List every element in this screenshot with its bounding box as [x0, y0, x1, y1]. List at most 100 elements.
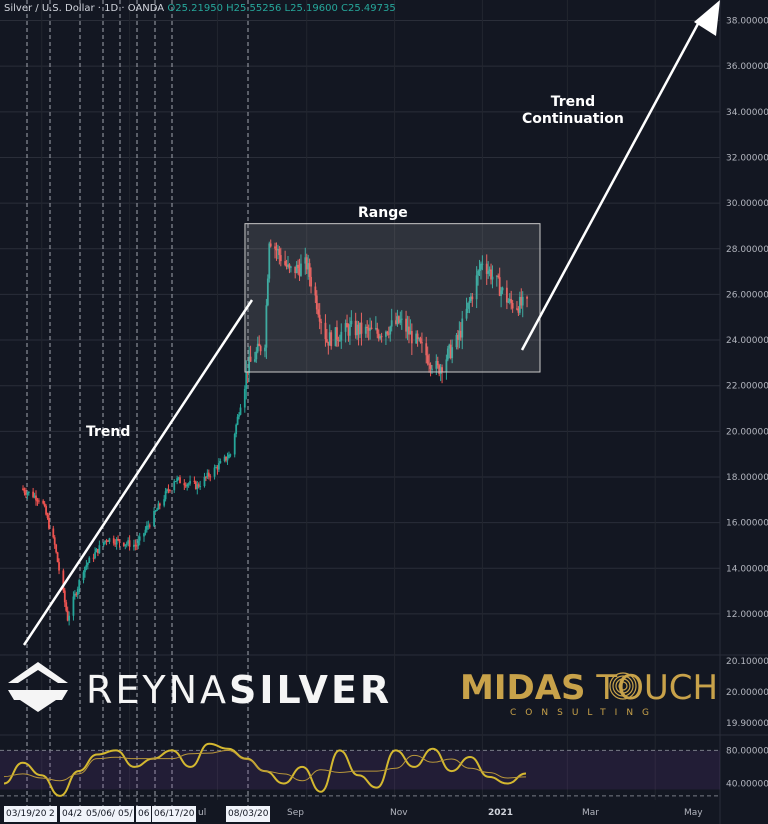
- date-box-5: 06: [136, 806, 152, 822]
- candle-body-197: [418, 338, 420, 340]
- candle-body-129: [279, 255, 282, 262]
- crown-point: [20, 700, 56, 712]
- candle-body-235: [495, 275, 498, 277]
- candle-body-25: [72, 596, 75, 616]
- candle-body-104: [229, 454, 232, 456]
- candle-body-188: [399, 319, 402, 323]
- candle-body-237: [498, 277, 501, 296]
- candle-body-165: [354, 320, 357, 336]
- candle-body-211: [446, 348, 449, 360]
- month-label-1: Nov: [390, 808, 408, 818]
- trend-continuation-label: Trend Continuation: [522, 94, 624, 128]
- candle-body-57: [135, 545, 138, 547]
- candle-body-138: [298, 268, 301, 276]
- candle-body-14: [48, 517, 50, 529]
- osc-tick-0: 80.00000: [726, 746, 768, 756]
- candle-body-248: [520, 296, 523, 306]
- candle-body-63: [147, 525, 150, 527]
- candle-body-2: [25, 492, 27, 495]
- candle-body-244: [511, 302, 514, 309]
- candle-body-118: [258, 343, 261, 347]
- date-box-6: 06/17/20: [152, 806, 197, 822]
- candles: [22, 239, 528, 626]
- candle-body-221: [467, 302, 469, 309]
- candle-body-125: [274, 246, 276, 249]
- candle-body-205: [435, 360, 438, 369]
- candle-body-37: [95, 548, 98, 553]
- candle-body-175: [374, 328, 377, 330]
- candle-body-124: [269, 243, 272, 247]
- price-tick-3: 18.00000: [726, 473, 768, 483]
- candle-body-32: [85, 564, 88, 567]
- candle-body-243: [510, 298, 513, 303]
- candle-body-136: [295, 264, 298, 274]
- date-box-1: 2: [47, 806, 57, 822]
- price-tick-11: 34.00000: [726, 108, 768, 118]
- month-label-0: Sep: [287, 808, 304, 818]
- consulting-wordmark: CONSULTING: [510, 708, 659, 718]
- candle-body-137: [297, 264, 299, 269]
- candle-body-115: [253, 359, 256, 362]
- price-tick-7: 26.00000: [726, 290, 768, 300]
- candle-body-29: [78, 580, 81, 589]
- fingerprint-ring-2: [612, 675, 634, 697]
- candle-body-171: [366, 326, 369, 329]
- candle-body-246: [517, 308, 520, 313]
- candle-body-117: [256, 343, 259, 352]
- candle-body-3: [26, 492, 29, 495]
- candle-body-204: [431, 368, 433, 370]
- candle-body-201: [426, 355, 429, 364]
- candle-body-100: [223, 456, 226, 461]
- midas-touch-logo: MIDAS TOUCH: [460, 668, 718, 708]
- candle-body-65: [153, 510, 155, 527]
- low-value: L25.19600: [284, 3, 338, 14]
- candle-body-119: [259, 346, 262, 352]
- candle-body-91: [205, 476, 207, 478]
- candle-body-101: [225, 456, 227, 461]
- candle-body-72: [166, 489, 168, 492]
- trend-continuation-line1: Trend: [550, 94, 596, 110]
- candle-body-24: [68, 615, 71, 621]
- candle-body-31: [84, 566, 86, 573]
- candle-body-198: [419, 338, 422, 343]
- candle-body-55: [133, 544, 135, 547]
- candle-body-214: [451, 347, 454, 359]
- price-tick-2: 16.00000: [726, 519, 768, 529]
- candle-body-76: [174, 481, 177, 483]
- candle-body-245: [516, 308, 518, 310]
- candle-body-79: [179, 477, 181, 484]
- candle-body-149: [320, 321, 323, 323]
- candle-body-182: [387, 333, 390, 335]
- candle-body-96: [215, 467, 217, 469]
- candle-body-109: [239, 407, 242, 415]
- candle-body-36: [94, 552, 96, 559]
- date-box-2: 04/2: [60, 806, 85, 822]
- trend-arrow-line: [22, 299, 254, 646]
- candle-body-150: [324, 322, 327, 340]
- candle-body-215: [455, 334, 458, 348]
- candle-body-185: [395, 320, 397, 324]
- candle-body-166: [356, 324, 359, 336]
- reyna-silver-crown-icon: [8, 662, 68, 712]
- candle-body-97: [216, 467, 219, 470]
- candle-body-247: [518, 296, 521, 313]
- candle-body-69: [158, 503, 161, 506]
- candle-body-174: [370, 327, 373, 330]
- touch-wordmark: TOUCH: [596, 668, 719, 708]
- month-label-3: Mar: [582, 808, 599, 818]
- candle-body-184: [390, 320, 393, 327]
- price-tick-0: 12.00000: [726, 610, 768, 620]
- candle-body-234: [491, 276, 494, 280]
- high-value: H25.55256: [226, 3, 282, 14]
- candle-body-162: [347, 327, 350, 336]
- candle-body-40: [102, 542, 105, 546]
- candle-body-191: [406, 326, 409, 332]
- candle-body-15: [52, 528, 55, 538]
- midas-wordmark: MIDAS: [460, 668, 586, 708]
- candle-body-92: [206, 472, 209, 478]
- candle-body-26: [73, 593, 76, 597]
- candle-body-193: [409, 331, 412, 335]
- sub-tick-1: 20.00000: [726, 688, 768, 698]
- candle-body-190: [405, 318, 407, 332]
